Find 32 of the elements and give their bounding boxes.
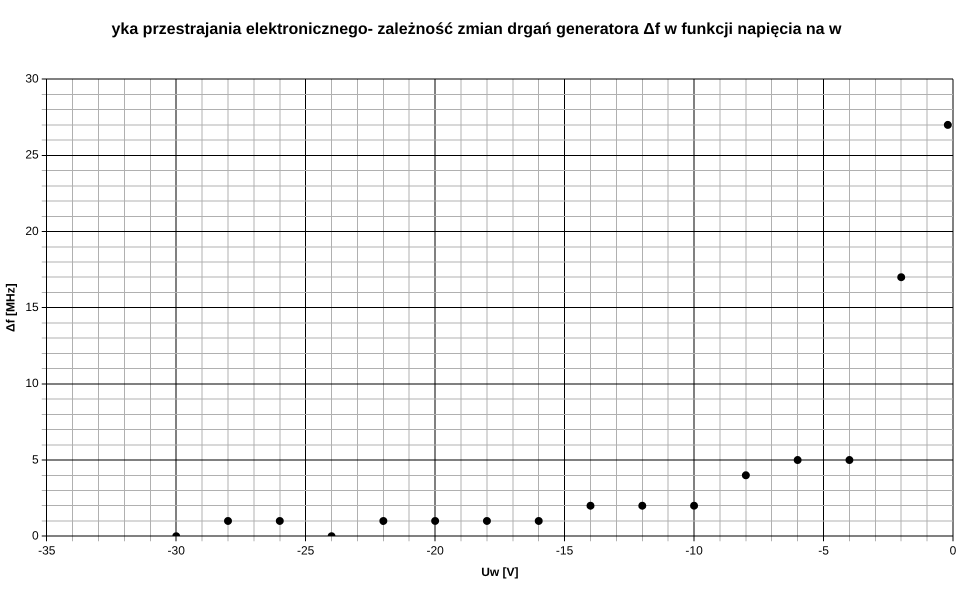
x-tick-label: -20 bbox=[426, 544, 444, 558]
point bbox=[742, 471, 750, 480]
x-tick-label: 0 bbox=[950, 544, 957, 558]
y-tick-label: 15 bbox=[25, 300, 40, 314]
point bbox=[638, 502, 646, 510]
x-axis-title: Uw [V] bbox=[481, 565, 519, 580]
chart-title: yka przestrajania elektronicznego- zależność zmian drgań generatora Δf w funkcji napięcia na w bbox=[112, 21, 842, 38]
y-axis-title: Δf [MHz] bbox=[4, 283, 18, 332]
point bbox=[944, 120, 952, 129]
y-tick-label: 25 bbox=[25, 148, 40, 162]
x-tick-label: -35 bbox=[38, 544, 56, 558]
y-tick-label: 0 bbox=[32, 528, 40, 543]
point bbox=[431, 516, 440, 525]
y-tick-label: 20 bbox=[25, 224, 40, 238]
point bbox=[224, 516, 232, 525]
point bbox=[482, 516, 491, 525]
point bbox=[379, 516, 388, 525]
point bbox=[690, 502, 698, 510]
point bbox=[845, 456, 854, 464]
y-tick-label: 10 bbox=[25, 376, 40, 390]
y-tick-label: 5 bbox=[32, 452, 40, 466]
x-tick-label: -30 bbox=[168, 544, 186, 558]
x-tick-label: -15 bbox=[556, 544, 574, 558]
point bbox=[276, 516, 284, 525]
x-tick-label: -5 bbox=[818, 544, 830, 558]
point bbox=[586, 502, 594, 510]
x-tick-label: -10 bbox=[685, 544, 704, 558]
point bbox=[794, 456, 802, 464]
point bbox=[897, 273, 906, 282]
x-tick-label: -25 bbox=[297, 544, 315, 558]
y-tick-label: 30 bbox=[25, 72, 40, 86]
point bbox=[534, 516, 543, 525]
